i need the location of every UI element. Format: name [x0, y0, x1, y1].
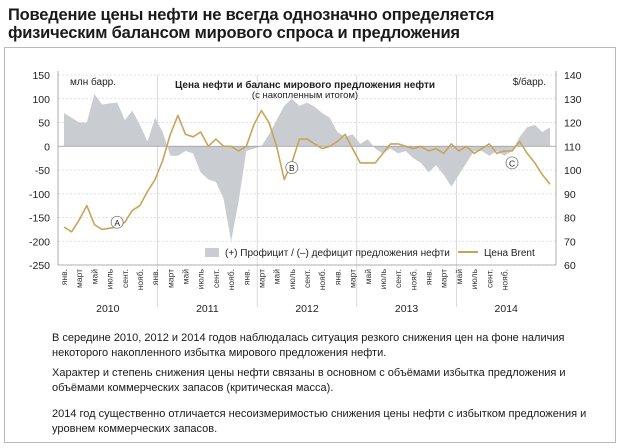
- month-tick-label: май: [454, 269, 464, 285]
- annotation-marker: [285, 161, 299, 175]
- month-tick-label: июль: [196, 268, 206, 289]
- left-tick-label: -200: [29, 236, 50, 248]
- annotation-label: A: [114, 218, 120, 228]
- left-axis-unit: млн барр.: [70, 76, 116, 88]
- headline-line-1: Поведение цены нефти не всегда однозначн…: [8, 6, 495, 24]
- month-tick-label: янв.: [241, 269, 251, 285]
- month-tick-label: май: [89, 269, 99, 285]
- left-tick-label: -100: [29, 189, 50, 201]
- month-tick-label: март: [439, 269, 449, 288]
- right-tick-label: 60: [564, 260, 576, 272]
- right-tick-label: 140: [564, 70, 582, 82]
- month-tick-label: июль: [469, 268, 479, 289]
- headline: Поведение цены нефти не всегда однозначн…: [8, 6, 608, 42]
- year-label: 2010: [96, 303, 120, 315]
- year-label: 2012: [295, 303, 319, 315]
- note-3: 2014 год существенно отличается несоизме…: [52, 408, 587, 435]
- legend-area-label: (+) Профицит / (–) дефицит предложения н…: [225, 247, 450, 259]
- year-label: 2014: [495, 303, 519, 315]
- right-tick-label: 90: [564, 189, 576, 201]
- month-tick-label: нояб.: [499, 269, 509, 290]
- month-tick-label: март: [74, 269, 84, 288]
- month-tick-label: нояб.: [408, 269, 418, 290]
- right-tick-label: 130: [564, 94, 582, 106]
- month-tick-label: сент.: [120, 269, 130, 288]
- headline-line-2: физическим балансом мирового спроса и пр…: [8, 24, 460, 42]
- month-tick-label: янв.: [150, 269, 160, 285]
- left-tick-label: 150: [32, 70, 50, 82]
- chart-title: Цена нефти и баланс мирового предложения…: [175, 79, 435, 91]
- note-1: В середине 2010, 2012 и 2014 годов наблю…: [52, 332, 565, 359]
- legend-area-swatch: [205, 248, 219, 257]
- left-tick-label: 100: [32, 94, 50, 106]
- month-tick-label: нояб.: [226, 269, 236, 290]
- month-tick-label: сент.: [302, 269, 312, 288]
- right-axis-unit: $/барр.: [513, 76, 546, 88]
- month-tick-label: май: [363, 269, 373, 285]
- annotation-marker: [110, 215, 124, 229]
- right-tick-label: 120: [564, 118, 582, 130]
- month-tick-label: март: [165, 269, 175, 288]
- month-tick-label: янв.: [424, 269, 434, 285]
- annotation-label: C: [509, 158, 515, 168]
- brent-price-line: [63, 109, 551, 233]
- right-tick-label: 100: [564, 165, 582, 177]
- month-tick-label: нояб.: [317, 269, 327, 290]
- month-tick-label: янв.: [332, 269, 342, 285]
- year-label: 2013: [395, 303, 419, 315]
- month-tick-label: март: [348, 269, 358, 288]
- legend-line-label: Цена Brent: [484, 248, 535, 259]
- month-tick-label: март: [256, 269, 266, 288]
- left-tick-label: -150: [29, 213, 50, 225]
- month-tick-label: май: [272, 269, 282, 285]
- month-tick-label: май: [181, 269, 191, 285]
- left-tick-label: 50: [38, 118, 50, 130]
- right-tick-label: 70: [564, 236, 576, 248]
- right-tick-label: 80: [564, 213, 576, 225]
- month-tick-label: июль: [105, 268, 115, 289]
- month-tick-label: июль: [287, 268, 297, 289]
- month-tick-label: нояб.: [135, 269, 145, 290]
- month-tick-label: янв.: [59, 269, 69, 285]
- month-tick-label: июль: [378, 268, 388, 289]
- left-tick-label: -250: [29, 260, 50, 272]
- chart-subtitle: (с накопленным итогом): [252, 90, 358, 101]
- month-tick-label: сент.: [211, 269, 221, 288]
- annotation-marker: [505, 156, 519, 170]
- month-tick-label: сент.: [393, 269, 403, 288]
- note-2: Характер и степень снижения цены нефти с…: [52, 367, 566, 394]
- left-tick-label: 0: [44, 141, 50, 153]
- annotation-label: B: [289, 163, 295, 173]
- right-tick-label: 110: [564, 141, 581, 153]
- month-tick-label: сент.: [484, 269, 494, 288]
- surplus-deficit-area: [64, 94, 550, 242]
- year-label: 2011: [196, 303, 219, 315]
- left-tick-label: -50: [35, 165, 50, 177]
